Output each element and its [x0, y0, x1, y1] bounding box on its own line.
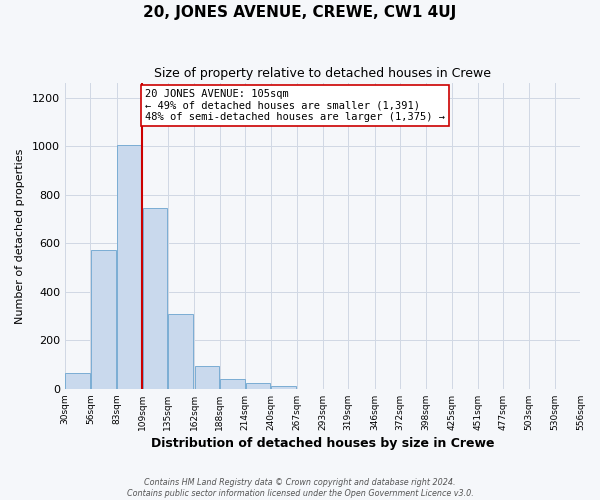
Bar: [245, 384, 271, 389]
Bar: [168, 314, 193, 389]
Text: 20 JONES AVENUE: 105sqm
← 49% of detached houses are smaller (1,391)
48% of semi: 20 JONES AVENUE: 105sqm ← 49% of detache…: [145, 89, 445, 122]
Title: Size of property relative to detached houses in Crewe: Size of property relative to detached ho…: [154, 68, 491, 80]
Bar: [65, 373, 90, 389]
Text: Contains HM Land Registry data © Crown copyright and database right 2024.
Contai: Contains HM Land Registry data © Crown c…: [127, 478, 473, 498]
Bar: [220, 379, 245, 389]
X-axis label: Distribution of detached houses by size in Crewe: Distribution of detached houses by size …: [151, 437, 494, 450]
Bar: [117, 145, 142, 389]
Bar: [91, 250, 116, 389]
Text: 20, JONES AVENUE, CREWE, CW1 4UJ: 20, JONES AVENUE, CREWE, CW1 4UJ: [143, 5, 457, 20]
Bar: [143, 208, 167, 389]
Y-axis label: Number of detached properties: Number of detached properties: [15, 148, 25, 324]
Bar: [271, 386, 296, 389]
Bar: [195, 366, 220, 389]
